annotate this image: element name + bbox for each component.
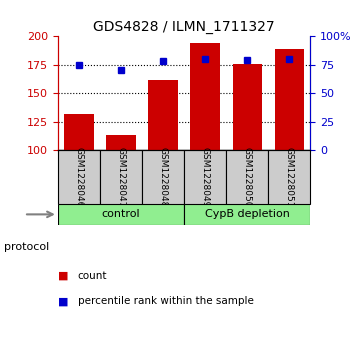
Bar [275,49,304,150]
Bar [190,43,220,150]
Text: protocol: protocol [4,242,49,252]
Title: GDS4828 / ILMN_1711327: GDS4828 / ILMN_1711327 [93,20,275,34]
Bar [232,64,262,150]
Text: GSM1228049: GSM1228049 [201,147,210,207]
Text: GSM1228051: GSM1228051 [285,147,294,207]
Text: count: count [78,271,107,281]
Text: GSM1228046: GSM1228046 [74,147,83,207]
FancyBboxPatch shape [184,150,226,204]
FancyBboxPatch shape [226,150,268,204]
Text: GSM1228050: GSM1228050 [243,147,252,207]
Bar [64,114,93,150]
Text: CypB depletion: CypB depletion [205,209,290,219]
FancyBboxPatch shape [142,150,184,204]
FancyBboxPatch shape [184,204,310,225]
FancyBboxPatch shape [58,204,184,225]
Text: GSM1228047: GSM1228047 [117,147,125,207]
Bar [148,79,178,150]
Bar [106,135,136,150]
FancyBboxPatch shape [58,150,100,204]
Text: GSM1228048: GSM1228048 [158,147,168,207]
Text: percentile rank within the sample: percentile rank within the sample [78,296,253,306]
Text: ■: ■ [58,296,68,306]
Text: control: control [102,209,140,219]
FancyBboxPatch shape [268,150,310,204]
FancyBboxPatch shape [100,150,142,204]
Text: ■: ■ [58,271,68,281]
